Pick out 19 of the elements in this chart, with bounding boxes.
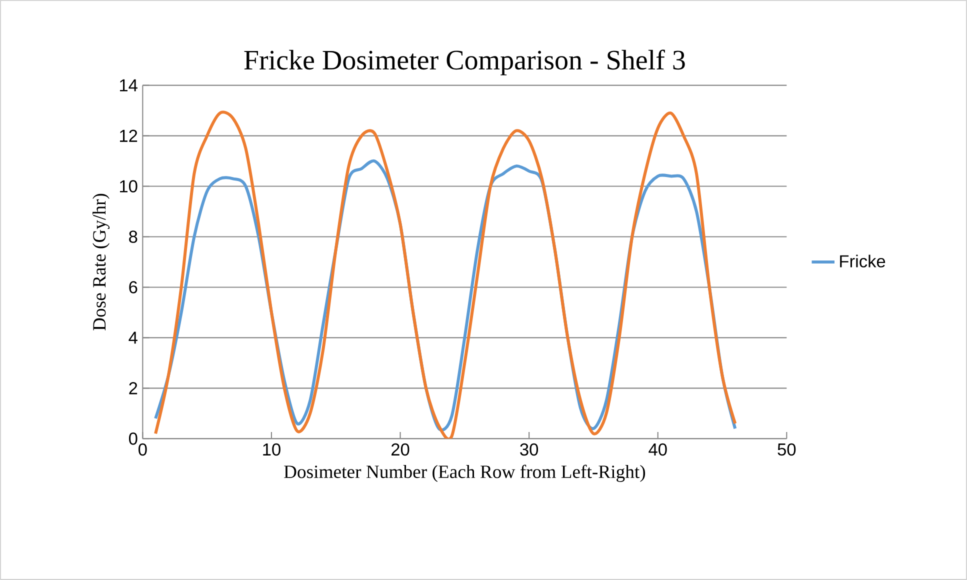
x-tick-label: 30 xyxy=(520,443,538,456)
x-axis-title: Dosimeter Number (Each Row from Left-Right) xyxy=(284,464,646,482)
y-tick-label: 12 xyxy=(120,130,138,142)
y-axis-title: Dose Rate (Gy/hr) xyxy=(92,194,110,330)
y-tick-label: 14 xyxy=(120,79,138,92)
y-tick-label: 2 xyxy=(129,382,138,394)
chart-title: Fricke Dosimeter Comparison - Shelf 3 xyxy=(244,50,685,76)
x-tick-label: 40 xyxy=(648,443,667,456)
y-tick-label: 8 xyxy=(129,230,138,243)
x-tick-label: 0 xyxy=(138,443,147,456)
line-series xyxy=(154,112,737,438)
y-tick-label: 6 xyxy=(129,281,138,294)
y-tick-label: 0 xyxy=(128,432,138,445)
x-tick-label: 50 xyxy=(778,443,796,456)
legend-label: Fricke xyxy=(840,254,886,268)
x-tick-label: 20 xyxy=(392,443,410,456)
y-tick-label: 4 xyxy=(128,332,138,344)
y-tick-label: 10 xyxy=(120,180,138,192)
x-tick-label: 10 xyxy=(263,443,280,456)
